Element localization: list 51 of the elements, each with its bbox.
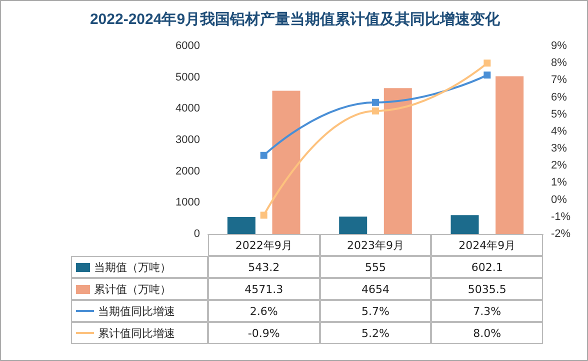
point [484,72,491,79]
y2-tick-label: 3% [551,142,568,155]
point [260,212,268,219]
y2-tick-label: 7% [551,74,568,86]
bar [227,216,256,234]
y2-tick-label: -1% [551,210,571,223]
y-tick-label: 3000 [176,134,200,146]
y2-tick-label: 5% [551,108,568,120]
chart-title: 2022-2024年9月我国铝材产量当期值累计值及其同比增速变化 [90,10,502,28]
bar [496,76,524,234]
point [372,107,379,114]
data-label: 4571.3 [208,278,320,300]
data-label: 602.1 [431,256,543,278]
data-label: 5.7% [320,300,432,322]
x-tick-label: 2024年9月 [431,234,543,256]
y2-tick-label: 2% [551,160,568,172]
data-label: 543.2 [208,256,320,278]
data-label: 7.3% [431,300,543,322]
data-label: 5.2% [320,322,432,344]
data-label: 5035.5 [431,278,543,300]
point [372,98,379,106]
data-label: -0.9% [208,322,320,344]
y-tick-label: 0 [194,228,200,240]
legend-label: 累计值（万吨） [94,282,171,296]
legend-label: 当期值（万吨） [94,260,171,274]
y2-tick-label: 6% [551,91,568,104]
data-label: 8.0% [431,322,543,344]
bar [450,215,479,234]
x-tick-label: 2023年9月 [320,234,432,256]
bar [339,216,368,234]
y-tick-label: 2000 [176,165,200,178]
y2-tick-label: 0% [551,194,568,206]
y-tick-label: 4000 [176,102,200,115]
data-label: 2.6% [208,300,320,322]
legend-label: 当期值同比增速 [98,304,175,318]
data-label: 555 [320,256,432,278]
y2-tick-label: 1% [551,176,568,189]
bar [384,88,412,234]
y2-tick-label: 8% [551,57,568,70]
x-tick-label: 2022年9月 [208,234,320,256]
y2-tick-label: 4% [551,125,568,138]
y-tick-label: 6000 [176,40,200,52]
y-tick-label: 5000 [176,71,200,84]
legend-label: 累计值同比增速 [98,326,175,340]
point [484,60,491,67]
y-tick-label: 1000 [176,196,200,209]
bar [272,90,300,234]
data-label: 4654 [320,278,432,300]
y2-tick-label: 9% [551,40,568,52]
y2-tick-label: -2% [551,228,571,240]
point [260,152,268,159]
